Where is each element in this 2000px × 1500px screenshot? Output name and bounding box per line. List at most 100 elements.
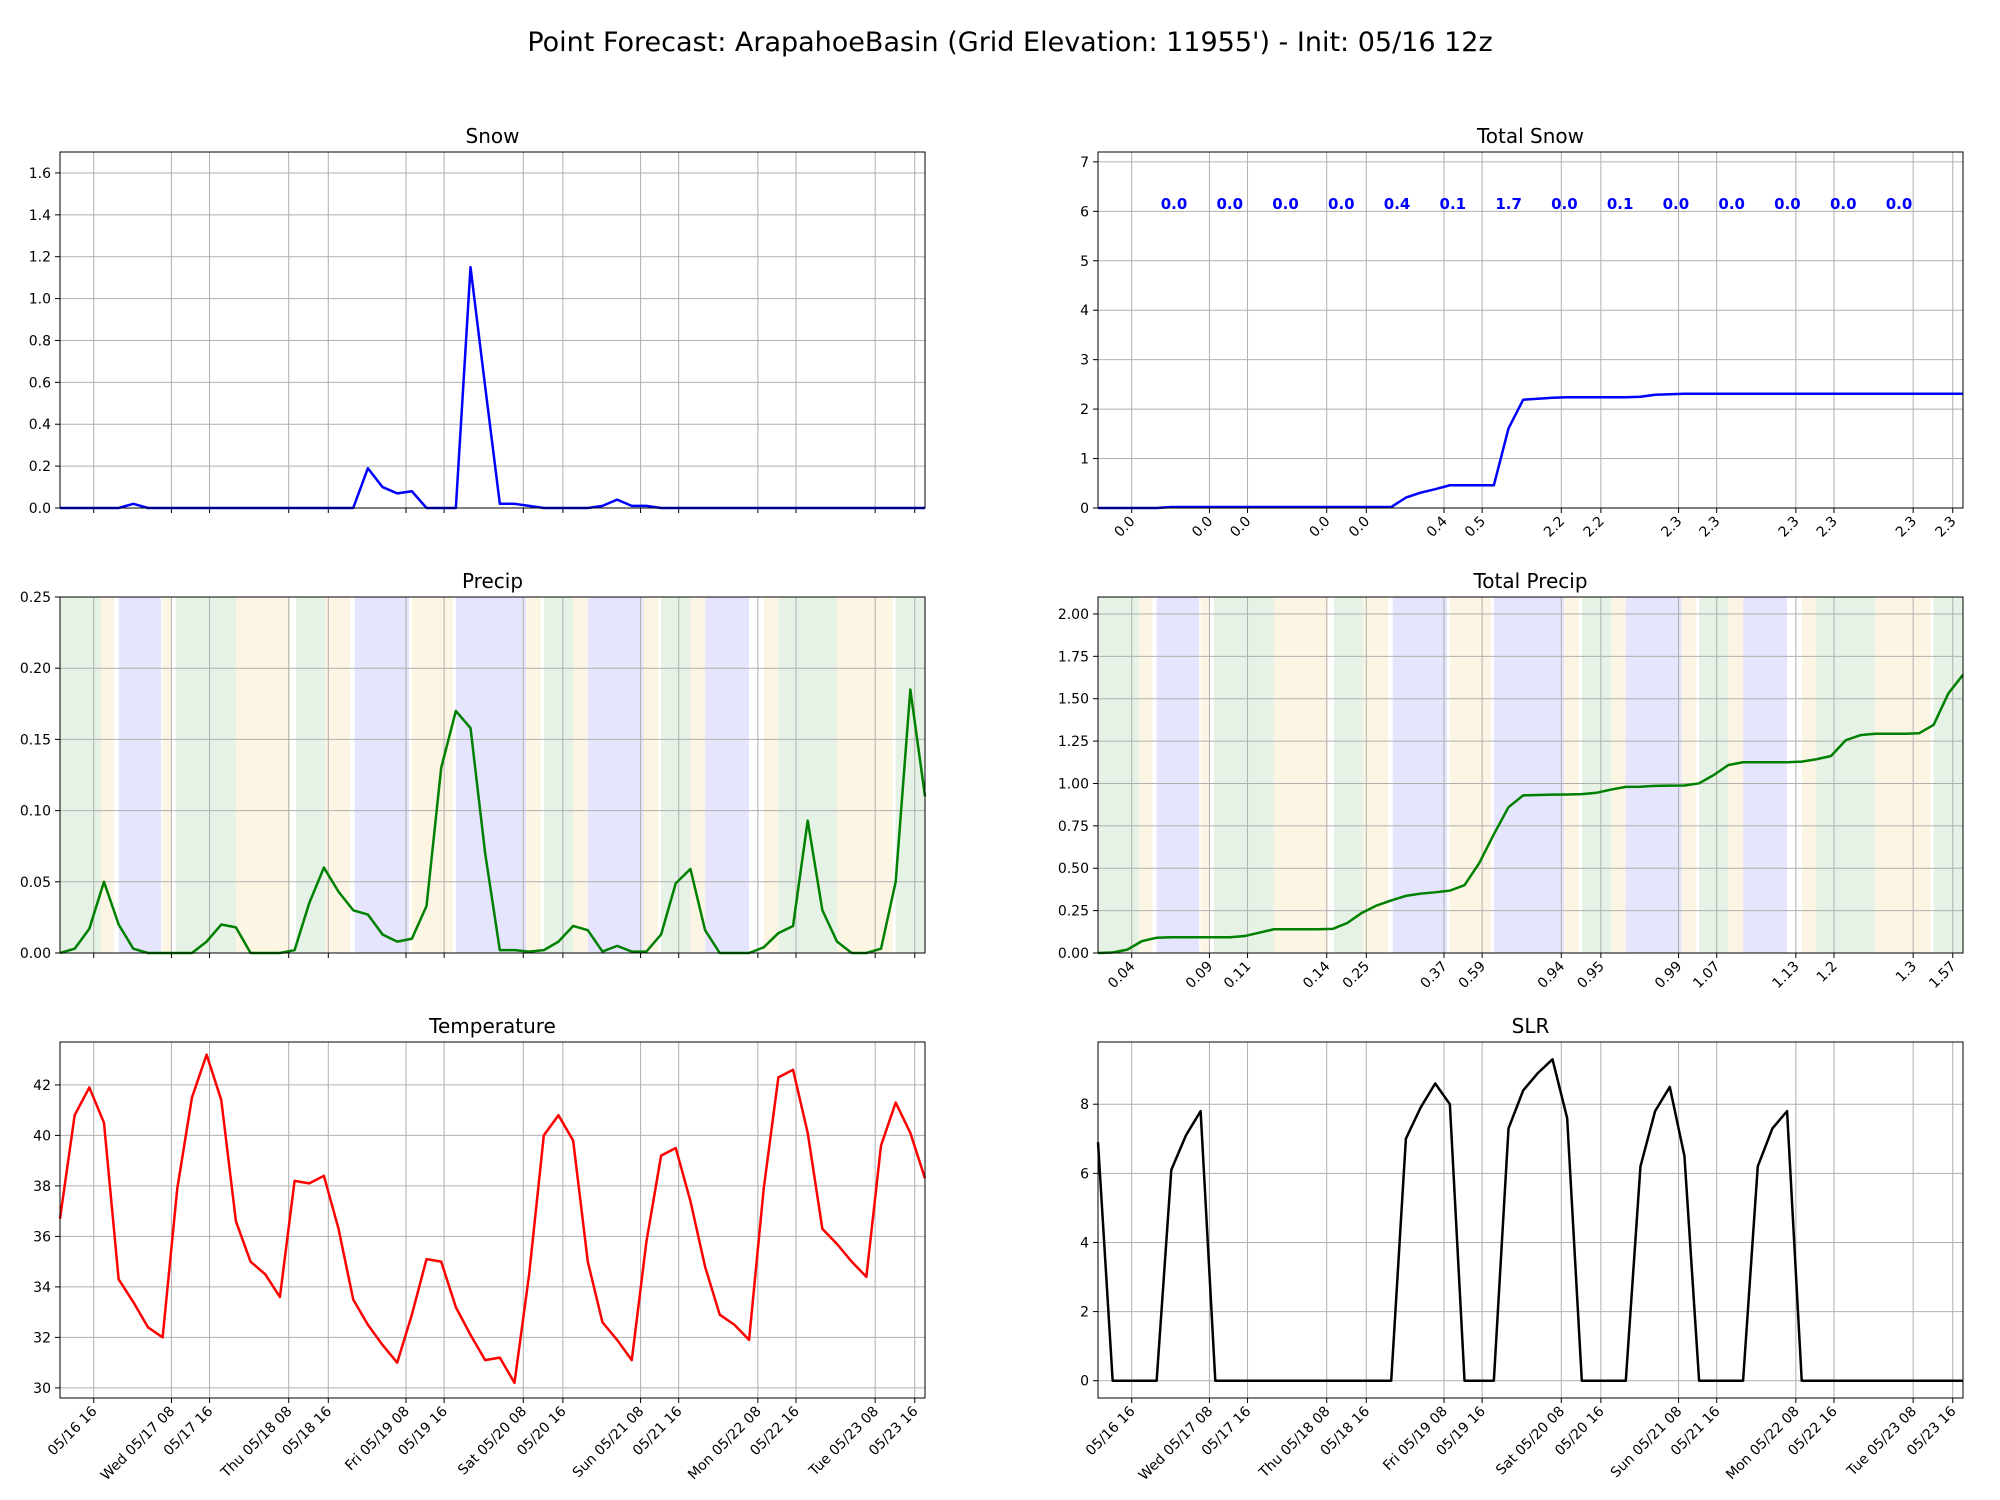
total-precip-series-line [1097, 674, 1964, 955]
precip-type-band [1200, 597, 1210, 953]
y-tick-label: 1.00 [1058, 776, 1089, 792]
precip-series-line [59, 688, 927, 955]
precip-type-band [543, 597, 574, 953]
precip-type-band [1334, 597, 1364, 953]
period-snow-label: 0.0 [1663, 195, 1690, 213]
slr-title: SLR [1512, 1014, 1550, 1038]
precip-type-band [587, 597, 644, 953]
precip-type-band [526, 597, 541, 953]
y-tick-label: 0.4 [29, 417, 51, 433]
y-tick-label: 0.2 [29, 459, 51, 475]
y-tick-label: 0.50 [1058, 861, 1089, 877]
precip-type-band [1933, 597, 1963, 953]
precip-type-band [643, 597, 659, 953]
precip-title: Precip [462, 569, 523, 593]
precip-type-band [354, 597, 409, 953]
y-tick-label: 2 [1080, 1305, 1089, 1321]
precip-type-band [1728, 597, 1744, 953]
period-snow-label: 0.0 [1830, 195, 1857, 213]
period-snow-label: 0.4 [1384, 195, 1411, 213]
temperature-series-line [58, 1053, 927, 1385]
precip-type-band [1139, 597, 1153, 953]
precip-type-band [175, 597, 236, 953]
y-tick-label: 40 [33, 1128, 51, 1144]
slr-series-line [1096, 1058, 1963, 1382]
period-snow-label: 0.1 [1440, 195, 1467, 213]
period-snow-label: 0.1 [1607, 195, 1634, 213]
y-tick-label: 5 [1080, 254, 1089, 270]
y-tick-label: 42 [33, 1078, 51, 1094]
y-tick-label: 0.00 [1058, 946, 1089, 962]
precip-type-band [778, 597, 838, 953]
y-tick-label: 34 [33, 1280, 51, 1296]
precip-type-band [895, 597, 925, 953]
period-snow-label: 0.0 [1161, 195, 1188, 213]
y-tick-label: 0 [1080, 501, 1089, 517]
axes-frame [1097, 1041, 1964, 1399]
y-tick-label: 0.00 [20, 946, 51, 962]
y-tick-label: 6 [1080, 204, 1089, 220]
period-snow-label: 1.7 [1495, 195, 1522, 213]
snow-title: Snow [466, 124, 520, 148]
y-tick-label: 1.2 [29, 250, 51, 266]
y-tick-label: 0.05 [20, 875, 51, 891]
period-snow-label: 0.0 [1551, 195, 1578, 213]
period-snow-label: 0.0 [1272, 195, 1299, 213]
period-snow-label: 0.0 [1328, 195, 1355, 213]
y-tick-label: 8 [1080, 1097, 1089, 1113]
axes-frame [1097, 596, 1964, 954]
y-tick-label: 0.8 [29, 333, 51, 349]
y-tick-label: 0.10 [20, 804, 51, 820]
precip-type-band [1273, 597, 1329, 953]
y-tick-label: 2 [1080, 402, 1089, 418]
precip-type-band [1611, 597, 1626, 953]
y-tick-label: 38 [33, 1179, 51, 1195]
precip-type-band [162, 597, 172, 953]
total-snow-series-line [1098, 392, 1963, 510]
axes-frame [59, 1041, 926, 1399]
precip-type-band [705, 597, 750, 953]
y-tick-label: 1.6 [29, 166, 51, 182]
snow-subplot: 0.0 0.2 0.4 0.6 0.8 1.0 1.2 1.4 1.6 Snow [29, 124, 926, 517]
y-tick-label: 4 [1080, 303, 1089, 319]
y-tick-label: 1.75 [1058, 649, 1089, 665]
y-tick-label: 1.4 [29, 208, 51, 224]
y-tick-label: 2.00 [1058, 607, 1089, 623]
precip-type-band [411, 597, 453, 953]
precip-type-band [763, 597, 779, 953]
precip-type-band [1363, 597, 1389, 953]
precip-type-band [235, 597, 291, 953]
total-precip-title: Total Precip [1472, 569, 1587, 593]
y-tick-label: 32 [33, 1330, 51, 1346]
precip-type-band [1816, 597, 1876, 953]
y-tick-label: 0.0 [29, 501, 51, 517]
axes-frame [59, 151, 926, 509]
precip-type-band [1681, 597, 1697, 953]
precip-type-band [1625, 597, 1682, 953]
y-tick-label: 0.75 [1058, 819, 1089, 835]
period-snow-label: 0.0 [1718, 195, 1745, 213]
y-tick-label: 36 [33, 1229, 51, 1245]
y-tick-label: 0.25 [1058, 904, 1089, 920]
precip-type-band [1156, 597, 1200, 953]
precip-type-band [661, 597, 691, 953]
precip-type-band [1449, 597, 1491, 953]
y-tick-label: 0.25 [20, 590, 51, 606]
y-tick-label: 30 [33, 1381, 51, 1397]
y-tick-label: 6 [1080, 1166, 1089, 1182]
precip-type-band [1875, 597, 1931, 953]
precip-type-band [1564, 597, 1579, 953]
y-tick-label: 1.25 [1058, 734, 1089, 750]
y-tick-label: 1.0 [29, 292, 51, 308]
precip-type-band [1743, 597, 1788, 953]
temperature-title: Temperature [428, 1014, 556, 1038]
precip-type-band [1493, 597, 1565, 953]
period-snow-label: 0.0 [1886, 195, 1913, 213]
figure-suptitle: Point Forecast: ArapahoeBasin (Grid Elev… [527, 27, 1492, 58]
precip-type-band [325, 597, 351, 953]
y-tick-label: 1.50 [1058, 692, 1089, 708]
y-tick-label: 0.6 [29, 375, 51, 391]
precip-type-band [1213, 597, 1274, 953]
period-snow-label: 0.0 [1216, 195, 1243, 213]
